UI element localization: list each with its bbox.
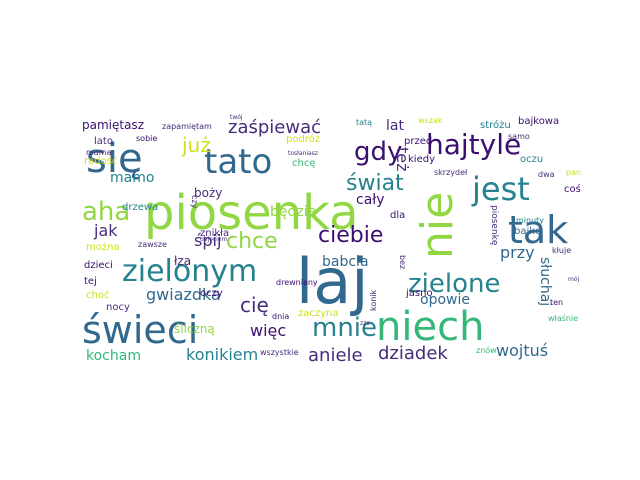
word: zapamiętam <box>162 122 212 131</box>
word: dla <box>390 210 406 221</box>
word: śpij <box>194 231 222 250</box>
word: można <box>86 242 120 253</box>
word: choć <box>86 290 110 301</box>
word: niech <box>376 304 485 350</box>
word: babcia <box>322 254 369 270</box>
word: dziadek <box>378 343 448 364</box>
word: mama <box>86 148 112 157</box>
word: przy <box>500 243 535 262</box>
word: ciebie <box>318 223 384 248</box>
word: śliczną <box>174 322 215 336</box>
word: aha <box>82 197 131 227</box>
word: nocy <box>106 302 130 313</box>
word: właśnie <box>548 314 579 323</box>
word: tej <box>84 276 97 287</box>
word: jest <box>472 170 530 208</box>
word: dnia <box>272 312 290 321</box>
word: cię <box>240 293 269 317</box>
word: oczu <box>520 154 544 165</box>
word: chce <box>226 229 278 254</box>
word: znów <box>476 346 497 355</box>
word: kłuje <box>552 246 572 255</box>
word: tosłaniasz <box>288 150 318 157</box>
word: twój <box>230 114 243 121</box>
word-cloud: laj piosenka nie świeci niech się tak ta… <box>80 115 582 370</box>
word: tato <box>204 142 273 182</box>
word: cały <box>356 192 385 208</box>
word: laj <box>296 245 369 318</box>
word: już <box>182 133 211 157</box>
word: przed <box>404 136 433 147</box>
word: łza <box>174 254 192 268</box>
word: się <box>86 136 143 182</box>
word: dzieci <box>84 260 113 271</box>
word: zaśpiewać <box>228 117 322 138</box>
word: zawsze <box>138 240 167 249</box>
word: wszystkie <box>260 348 299 357</box>
word: zielonym <box>122 254 258 289</box>
word: aniele <box>308 345 363 366</box>
word: kocham <box>86 348 141 364</box>
word: jak <box>94 221 118 240</box>
word: wojtuś <box>496 341 549 360</box>
word: świat <box>346 171 404 196</box>
word: oczy <box>200 288 223 299</box>
word: coś <box>564 184 581 195</box>
word: konikiem <box>186 345 259 364</box>
word: lato <box>94 136 113 147</box>
word: dwa <box>538 170 555 179</box>
word: samo <box>508 132 530 141</box>
word: radość <box>84 156 118 167</box>
word: nie <box>412 191 463 259</box>
word: zza <box>360 320 370 327</box>
word: bajkowa <box>518 116 560 127</box>
word: hajtyle <box>426 128 522 161</box>
word: drewniany <box>276 278 318 287</box>
word: skrzydeł <box>434 168 468 177</box>
word: pan <box>566 168 582 177</box>
word: zaczyna <box>298 308 339 319</box>
word: wszak <box>418 116 443 125</box>
word: objęciem <box>200 236 228 243</box>
word: zielone <box>408 269 501 299</box>
word: chcę <box>292 158 316 169</box>
word: opowie <box>420 292 470 308</box>
word: sobie <box>136 134 158 143</box>
word: mnie <box>312 313 378 343</box>
word: drzewa <box>122 202 159 213</box>
word: znikła <box>200 228 230 239</box>
word: lat <box>386 118 404 134</box>
word: mój <box>568 276 580 283</box>
word: gwiazdka <box>146 285 221 304</box>
word: czy <box>190 195 199 209</box>
word: więc <box>250 321 287 340</box>
word: bajkę <box>514 226 542 237</box>
word: gdy <box>354 137 403 167</box>
word: stróżu <box>480 120 511 131</box>
word: jasno <box>406 288 433 299</box>
word: minuty <box>516 216 545 225</box>
word: piosenkę <box>489 205 499 246</box>
word: ten <box>550 298 564 307</box>
word: mamo <box>110 170 155 186</box>
word: piosenka <box>144 185 359 241</box>
word: tak <box>508 208 569 252</box>
word: bez <box>398 255 407 270</box>
word: podróż <box>286 134 321 145</box>
word: boży <box>194 186 223 200</box>
word: konik <box>369 289 378 311</box>
word: pamiętasz <box>82 118 144 132</box>
word: świeci <box>82 308 199 352</box>
word: kiedy <box>408 154 435 165</box>
word: tatą <box>356 118 373 127</box>
word: będzie <box>270 204 317 220</box>
